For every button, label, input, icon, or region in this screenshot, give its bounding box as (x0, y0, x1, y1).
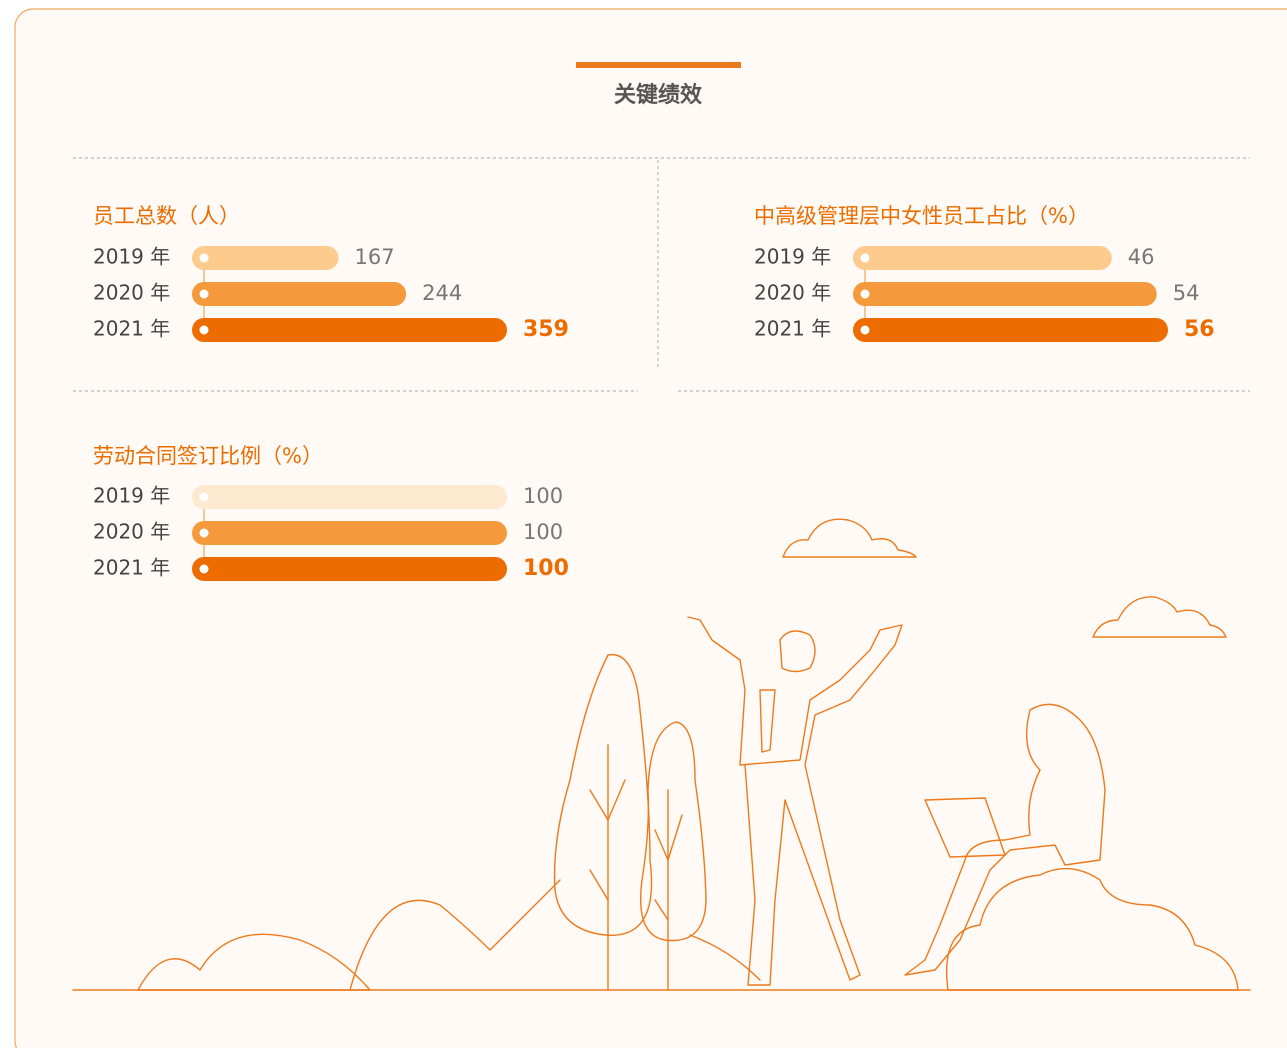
year-label: 2020 年 (93, 520, 170, 544)
bar-dot (198, 491, 210, 503)
year-label: 2019 年 (93, 484, 170, 508)
year-label: 2020 年 (93, 281, 170, 305)
bar (853, 246, 1112, 270)
value-label: 100 (523, 556, 569, 581)
value-label: 100 (523, 520, 563, 544)
year-label: 2019 年 (754, 245, 831, 269)
bar (853, 282, 1157, 306)
value-label: 46 (1128, 245, 1155, 269)
year-label: 2021 年 (93, 317, 170, 341)
bar (192, 521, 507, 545)
value-label: 244 (422, 281, 462, 305)
year-label: 2021 年 (93, 556, 170, 580)
bar-dot (198, 324, 210, 336)
value-label: 100 (523, 484, 563, 508)
year-label: 2019 年 (93, 245, 170, 269)
chart-title: 中高级管理层中女性员工占比（%） (754, 204, 1089, 228)
bar-dot (859, 324, 871, 336)
bar (192, 246, 339, 270)
title-bar (576, 62, 741, 68)
bar (192, 318, 507, 342)
bar-dot (198, 527, 210, 539)
value-label: 167 (355, 245, 395, 269)
illustration (72, 518, 1251, 991)
value-label: 359 (523, 317, 569, 342)
bar (853, 318, 1168, 342)
chart-title: 员工总数（人） (93, 204, 240, 228)
bar (192, 282, 407, 306)
separators (73, 157, 1250, 392)
value-label: 56 (1184, 317, 1215, 342)
bar-dot (198, 252, 210, 264)
bar-dot (859, 252, 871, 264)
bar-dot (198, 563, 210, 575)
bar-dot (859, 288, 871, 300)
page-title: 关键绩效 (614, 82, 702, 108)
bar-dot (198, 288, 210, 300)
chart-title: 劳动合同签订比例（%） (93, 444, 323, 468)
bar (192, 557, 507, 581)
year-label: 2021 年 (754, 317, 831, 341)
year-label: 2020 年 (754, 281, 831, 305)
bar (192, 485, 507, 509)
value-label: 54 (1173, 281, 1200, 305)
